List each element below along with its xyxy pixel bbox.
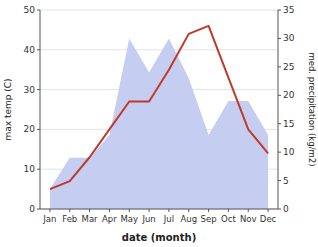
axes: 0 10 20 30 40 50 0 5 10 15 20 25 30 35 Jan Feb MarAprMay… [24, 5, 295, 224]
y2-tick [278, 66, 281, 67]
y-tick [37, 209, 40, 210]
chart: 0 10 20 30 40 50 0 5 10 15 20 25 30 35 Jan Feb MarAprMay… [0, 0, 318, 247]
y-tick-label: 20 [24, 124, 36, 134]
y2-tick [278, 123, 281, 124]
x-tick [89, 209, 90, 212]
y2-tick [278, 95, 281, 96]
y2-tick-label: 0 [283, 204, 289, 214]
y2-tick [278, 38, 281, 39]
x-tick [129, 209, 130, 212]
x-axis-label: date (month) [122, 232, 196, 243]
x-tick [268, 209, 269, 212]
y-tick [37, 10, 40, 11]
x-axis-line [40, 209, 278, 210]
y2-tick-label: 35 [283, 5, 294, 15]
grid-line [40, 49, 278, 50]
y2-axis-line [278, 10, 279, 209]
y2-tick-label: 30 [283, 33, 295, 43]
grid-line [40, 209, 278, 210]
y-tick [37, 129, 40, 130]
y2-tick [278, 10, 281, 11]
x-tick-label: Jan [42, 214, 56, 224]
y-tick [37, 169, 40, 170]
y-axis-line [40, 10, 41, 209]
x-tick-label: Mar [82, 214, 99, 224]
y-tick-label: 10 [24, 164, 36, 174]
y2-tick-label: 15 [283, 119, 294, 129]
y2-tick [278, 152, 281, 153]
x-tick [109, 209, 110, 212]
x-tick [188, 209, 189, 212]
grid [40, 10, 278, 209]
x-tick-label: May [120, 214, 138, 224]
y2-tick-label: 5 [283, 176, 289, 186]
x-tick-label: Nov [240, 214, 257, 224]
x-tick-label: Dec [260, 214, 277, 224]
x-tick-label: Feb [62, 214, 77, 224]
x-tick-label: Sep [201, 214, 217, 224]
x-tick [149, 209, 150, 212]
x-tick [168, 209, 169, 212]
x-tick-label: Apr [102, 214, 117, 224]
y-tick [37, 89, 40, 90]
x-tick [248, 209, 249, 212]
x-tick [228, 209, 229, 212]
y-axis-label: max temp (C) [3, 78, 13, 140]
y2-tick-label: 10 [283, 147, 295, 157]
y2-tick [278, 209, 281, 210]
x-tick-label: Oct [221, 214, 236, 224]
plot-area [50, 26, 268, 209]
y-tick-label: 50 [24, 5, 36, 15]
y-tick-label: 30 [24, 85, 36, 95]
y-tick-label: 0 [29, 204, 35, 214]
x-tick-label: Jul [163, 214, 174, 224]
y2-tick [278, 180, 281, 181]
y2-tick-label: 20 [283, 90, 295, 100]
x-tick-label: Aug [180, 214, 197, 224]
x-tick-label: Jun [141, 214, 155, 224]
y-tick-label: 40 [24, 45, 36, 55]
y2-axis-label: med. precipitation (kg/m2) [307, 52, 317, 166]
grid-line [40, 10, 278, 11]
temperature-line [50, 26, 268, 189]
x-tick [69, 209, 70, 212]
y2-tick-label: 25 [283, 62, 294, 72]
precipitation-area [50, 38, 268, 209]
y-tick [37, 49, 40, 50]
x-tick [208, 209, 209, 212]
x-tick [49, 209, 50, 212]
